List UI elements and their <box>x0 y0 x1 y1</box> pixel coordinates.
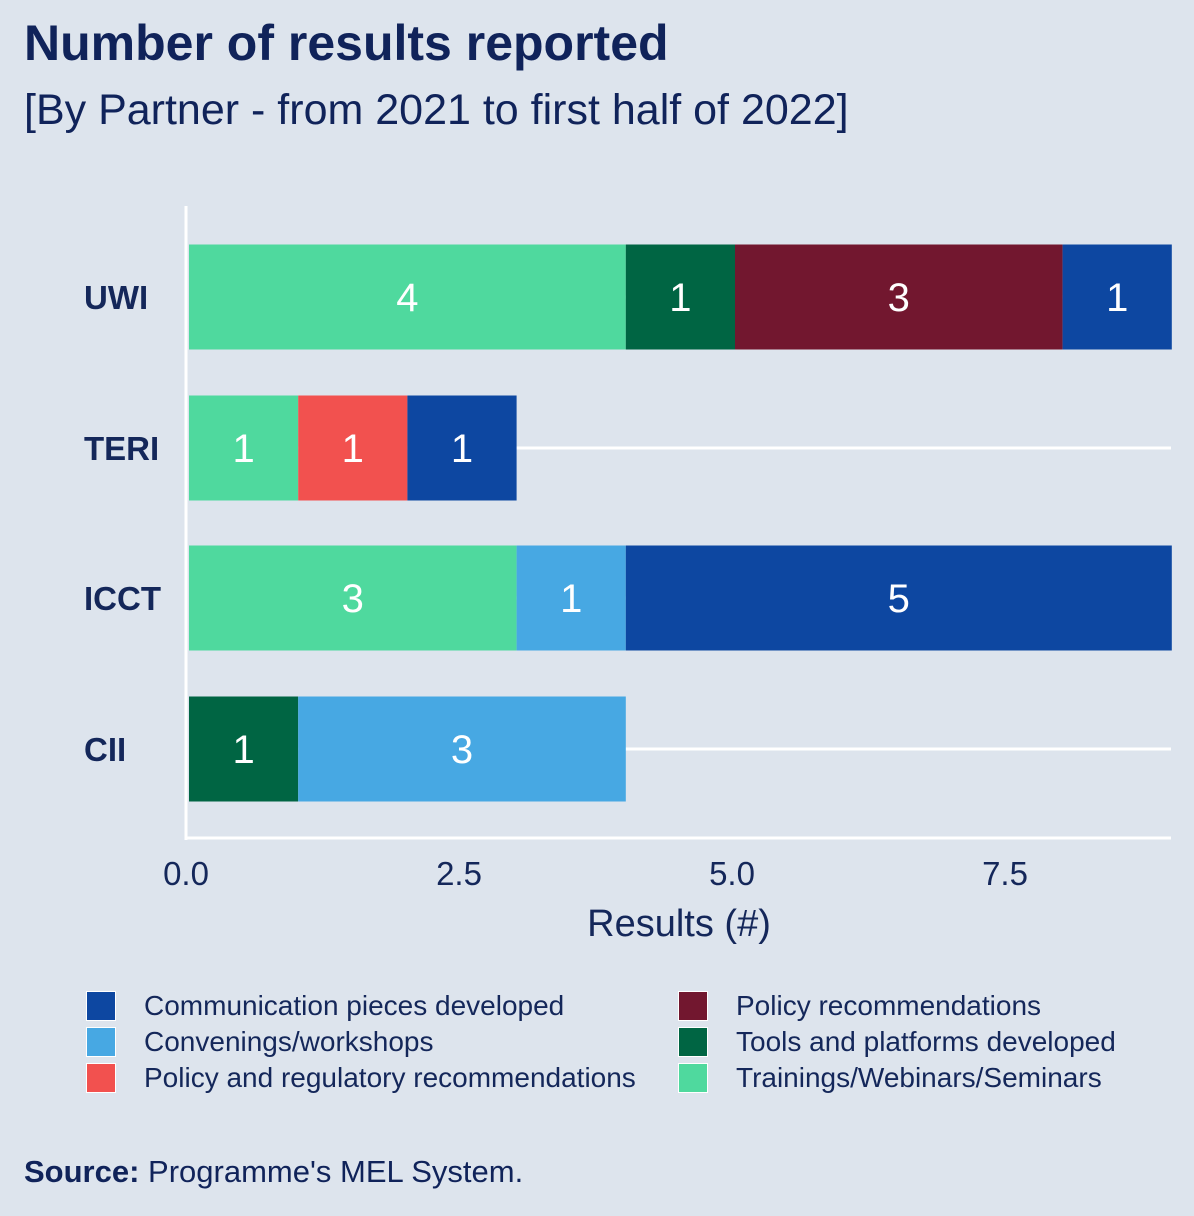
data-label: 4 <box>396 276 418 320</box>
x-tick-label: 7.5 <box>982 855 1028 892</box>
data-label: 1 <box>232 427 254 471</box>
data-label: 5 <box>888 577 910 621</box>
legend-item: Tools and platforms developed <box>678 1026 1138 1058</box>
data-label: 1 <box>342 427 364 471</box>
data-label: 3 <box>451 728 473 772</box>
legend-item: Convenings/workshops <box>86 1026 678 1058</box>
x-tick-label: 5.0 <box>709 855 755 892</box>
bar-segment <box>407 395 517 501</box>
legend-label: Tools and platforms developed <box>736 1026 1116 1057</box>
bar-segment <box>735 244 1063 350</box>
legend-item: Communication pieces developed <box>86 990 678 1022</box>
legend-item: Trainings/Webinars/Seminars <box>678 1062 1138 1094</box>
legend-label: Convenings/workshops <box>144 1026 434 1057</box>
legend-item: Policy recommendations <box>678 990 1138 1022</box>
data-label: 1 <box>669 276 691 320</box>
y-tick-label: ICCT <box>84 580 161 617</box>
bar-segment <box>298 696 626 802</box>
data-label: 1 <box>560 577 582 621</box>
data-label: 3 <box>342 577 364 621</box>
legend-swatch <box>678 991 708 1021</box>
legend-label: Policy and regulatory recommendations <box>144 1062 636 1093</box>
bar-segment <box>189 244 626 350</box>
bar-segment <box>625 244 735 350</box>
y-tick-label: CII <box>84 731 126 768</box>
chart-title: Number of results reported <box>24 15 669 71</box>
bar-segment <box>189 395 299 501</box>
legend-label: Policy recommendations <box>736 990 1042 1021</box>
legend-label: Trainings/Webinars/Seminars <box>736 1062 1102 1093</box>
bar-segment <box>625 545 1172 651</box>
bar-segment <box>516 545 626 651</box>
legend-label: Communication pieces developed <box>144 990 565 1021</box>
data-label: 1 <box>1106 276 1128 320</box>
x-axis-title: Results (#) <box>587 903 771 945</box>
legend: Communication pieces developed Policy re… <box>86 990 1138 1094</box>
legend-swatch <box>678 1027 708 1057</box>
data-label: 1 <box>451 427 473 471</box>
x-tick-label: 2.5 <box>436 855 482 892</box>
legend-swatch <box>678 1063 708 1093</box>
y-tick-label: UWI <box>84 279 148 316</box>
data-label: 3 <box>888 276 910 320</box>
legend-swatch <box>86 1063 116 1093</box>
chart-subtitle: [By Partner - from 2021 to first half of… <box>24 86 849 134</box>
bar-segment <box>1062 244 1172 350</box>
source-text: Programme's MEL System. <box>148 1154 524 1189</box>
legend-swatch <box>86 1027 116 1057</box>
bar-segment <box>298 395 408 501</box>
bar-chart: 4 1 3 1 UWI 1 1 1 TERI 3 1 5 ICCT 1 3 CII 0.0 2.5 5.0 7.5 Re… <box>84 206 1172 945</box>
data-label: 1 <box>232 728 254 772</box>
legend-item: Policy and regulatory recommendations <box>86 1062 678 1094</box>
source-note: Source: Programme's MEL System. <box>24 1154 523 1190</box>
x-tick-label: 0.0 <box>163 855 209 892</box>
legend-swatch <box>86 991 116 1021</box>
bar-segment <box>189 545 517 651</box>
bar-segment <box>189 696 299 802</box>
source-label: Source: <box>24 1154 140 1189</box>
y-tick-label: TERI <box>84 430 159 467</box>
